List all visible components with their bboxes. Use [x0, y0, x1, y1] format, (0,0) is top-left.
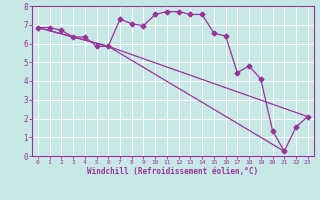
X-axis label: Windchill (Refroidissement éolien,°C): Windchill (Refroidissement éolien,°C) — [87, 167, 258, 176]
